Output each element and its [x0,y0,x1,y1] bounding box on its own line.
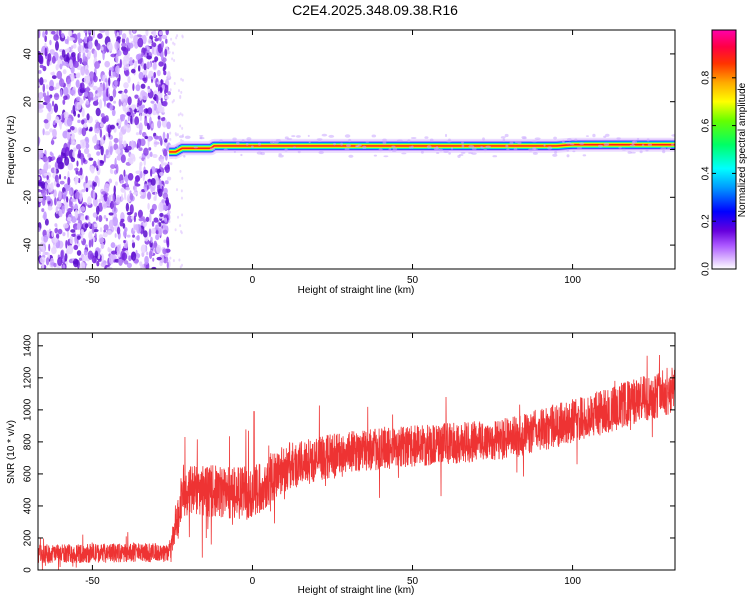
colorbar-tick-label: 0.2 [701,214,712,228]
x-tick-label: 0 [250,576,256,587]
colorbar-tick-label: 0.0 [701,262,712,276]
spectrogram-panel: -50 0 50 100 40 20 0 -20 -40 Height of straight… [6,29,676,296]
snr-panel: -50 0 50 100 0 200 400 600 800 1000 1200 1400 Heig… [6,332,676,596]
y-tick-label: 1200 [23,366,34,389]
y-tick-label: 600 [23,465,34,482]
snr-series-line [38,354,675,570]
x-tick-label: 100 [564,275,581,286]
snr-y-axis-label: SNR (10 * v/v) [6,420,17,484]
y-tick-label: 20 [23,96,34,108]
spectrogram-plot-area [38,30,675,269]
snr-y-ticks: 0 200 400 600 800 1000 1200 1400 [23,334,675,573]
x-tick-label: 50 [407,275,419,286]
spectrogram-y-ticks: 40 20 0 -20 -40 [23,48,675,252]
snr-plot-area [38,354,675,570]
colorbar: 0.0 0.2 0.4 0.6 0.8 Normalized spectral ampl… [701,29,748,276]
spectrogram-x-ticks: -50 0 50 100 [85,30,581,286]
x-tick-label: 100 [564,576,581,587]
y-tick-label: 1400 [23,334,34,357]
spectral-ridge [168,133,675,159]
y-tick-label: -20 [23,190,34,205]
colorbar-gradient [711,29,737,270]
y-tick-label: 800 [23,433,34,450]
y-tick-label: -40 [23,237,34,252]
spectrogram-x-axis-label: Height of straight line (km) [298,285,415,296]
colorbar-tick-label: 0.6 [701,118,712,132]
y-tick-label: 40 [23,48,34,60]
x-tick-label: 0 [250,275,256,286]
y-tick-label: 400 [23,497,34,514]
x-tick-label: 50 [407,576,419,587]
figure-title: C2E4.2025.348.09.38.R16 [292,2,458,18]
x-tick-label: -50 [85,576,100,587]
colorbar-tick-label: 0.4 [701,166,712,180]
y-tick-label: 1000 [23,398,34,421]
y-tick-label: 0 [23,567,34,573]
snr-x-ticks: -50 0 50 100 [85,333,581,587]
colorbar-tick-label: 0.8 [701,70,712,84]
colorbar-label: Normalized spectral amplitude [737,82,748,217]
colorbar-ticks: 0.0 0.2 0.4 0.6 0.8 [701,70,736,276]
snr-x-axis-label: Height of straight line (km) [298,585,415,596]
snr-frame [37,332,676,571]
x-tick-label: -50 [85,275,100,286]
noise-region [38,30,184,269]
y-tick-label: 0 [23,146,34,152]
spectrogram-y-axis-label: Frequency (Hz) [6,116,17,185]
y-tick-label: 200 [23,529,34,546]
